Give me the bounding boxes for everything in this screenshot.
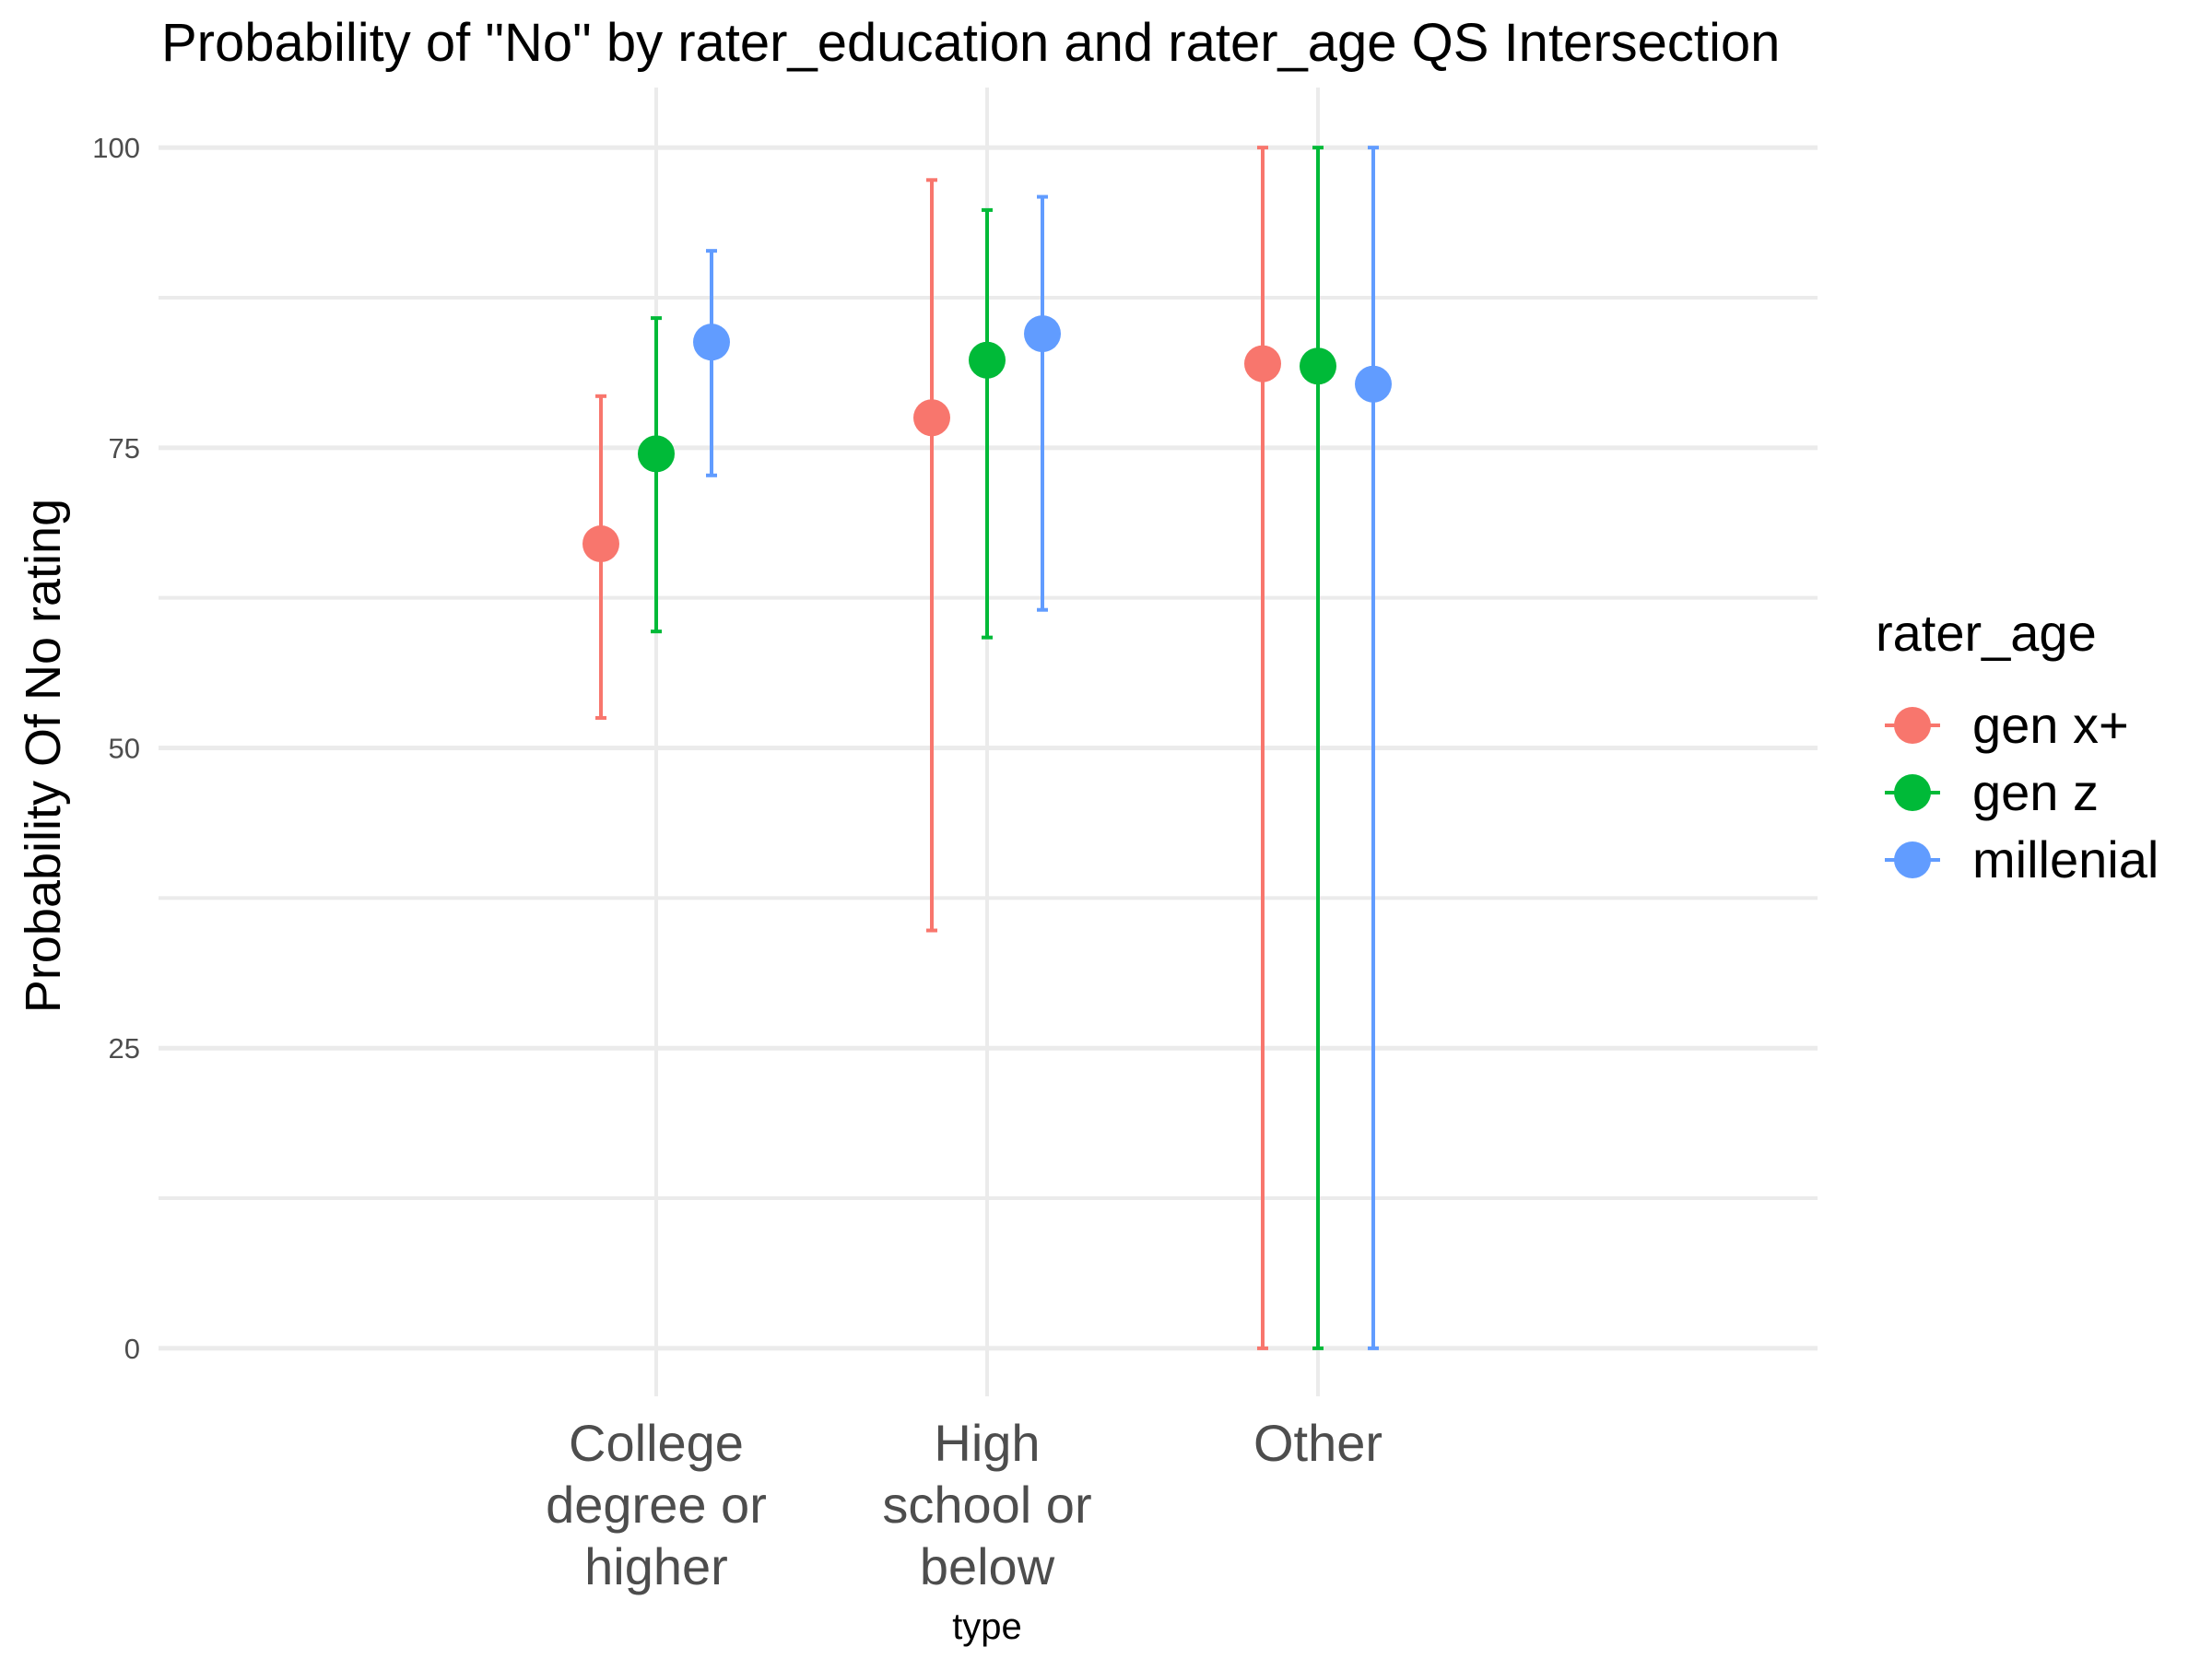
legend-item: millenial [1885, 830, 2159, 888]
error-bar [1368, 146, 1379, 1350]
data-point [1300, 347, 1336, 385]
legend-title: rater_age [1876, 604, 2097, 662]
x-tick-label-line: degree or [546, 1476, 767, 1534]
legend-label: gen x+ [1972, 696, 2129, 754]
data-point [913, 399, 950, 437]
legend-item: gen z [1885, 763, 2099, 821]
error-bar [651, 316, 662, 634]
error-bar [1037, 194, 1048, 612]
y-axis-label: Probability Of No rating [16, 499, 71, 1013]
data-point [1355, 365, 1392, 403]
y-axis-ticks: 0 25 50 75 100 [92, 132, 140, 1365]
x-tick-label: High school or below [882, 1414, 1091, 1595]
legend: rater_age gen x+ gen z millenial [1876, 604, 2159, 888]
y-tick-label: 50 [109, 733, 140, 765]
data-point [1024, 315, 1061, 353]
x-axis-label: type [952, 1606, 1022, 1647]
error-bar [706, 249, 717, 477]
legend-label: millenial [1972, 830, 2159, 888]
x-tick-label: College degree or higher [546, 1414, 767, 1595]
data-point [693, 324, 730, 361]
legend-item: gen x+ [1885, 696, 2129, 754]
x-tick-label-line: College [569, 1414, 744, 1472]
x-tick-label-line: higher [584, 1537, 728, 1595]
data-point [1244, 345, 1281, 382]
data-point [582, 525, 619, 563]
y-tick-label: 0 [124, 1333, 140, 1365]
y-tick-label: 100 [92, 132, 140, 164]
y-tick-label: 25 [109, 1032, 140, 1065]
legend-label: gen z [1972, 763, 2099, 821]
x-tick-label-line: below [920, 1537, 1055, 1595]
x-tick-label: Other [1253, 1414, 1382, 1472]
legend-key-point [1894, 707, 1931, 744]
series-marks [582, 146, 1392, 1350]
data-point [969, 341, 1006, 379]
legend-key-point [1894, 841, 1931, 878]
x-tick-label-line: Other [1253, 1414, 1382, 1472]
error-bar [982, 207, 993, 640]
data-point [638, 435, 675, 473]
x-axis-ticks: College degree or higher High school or below… [546, 1414, 1382, 1595]
x-tick-label-line: High [934, 1414, 1040, 1472]
chart-title: Probability of "No" by rater_education a… [161, 13, 1780, 73]
error-bar [926, 178, 937, 933]
x-tick-label-line: school or [882, 1476, 1091, 1534]
y-tick-label: 75 [109, 432, 140, 465]
legend-key-point [1894, 774, 1931, 811]
